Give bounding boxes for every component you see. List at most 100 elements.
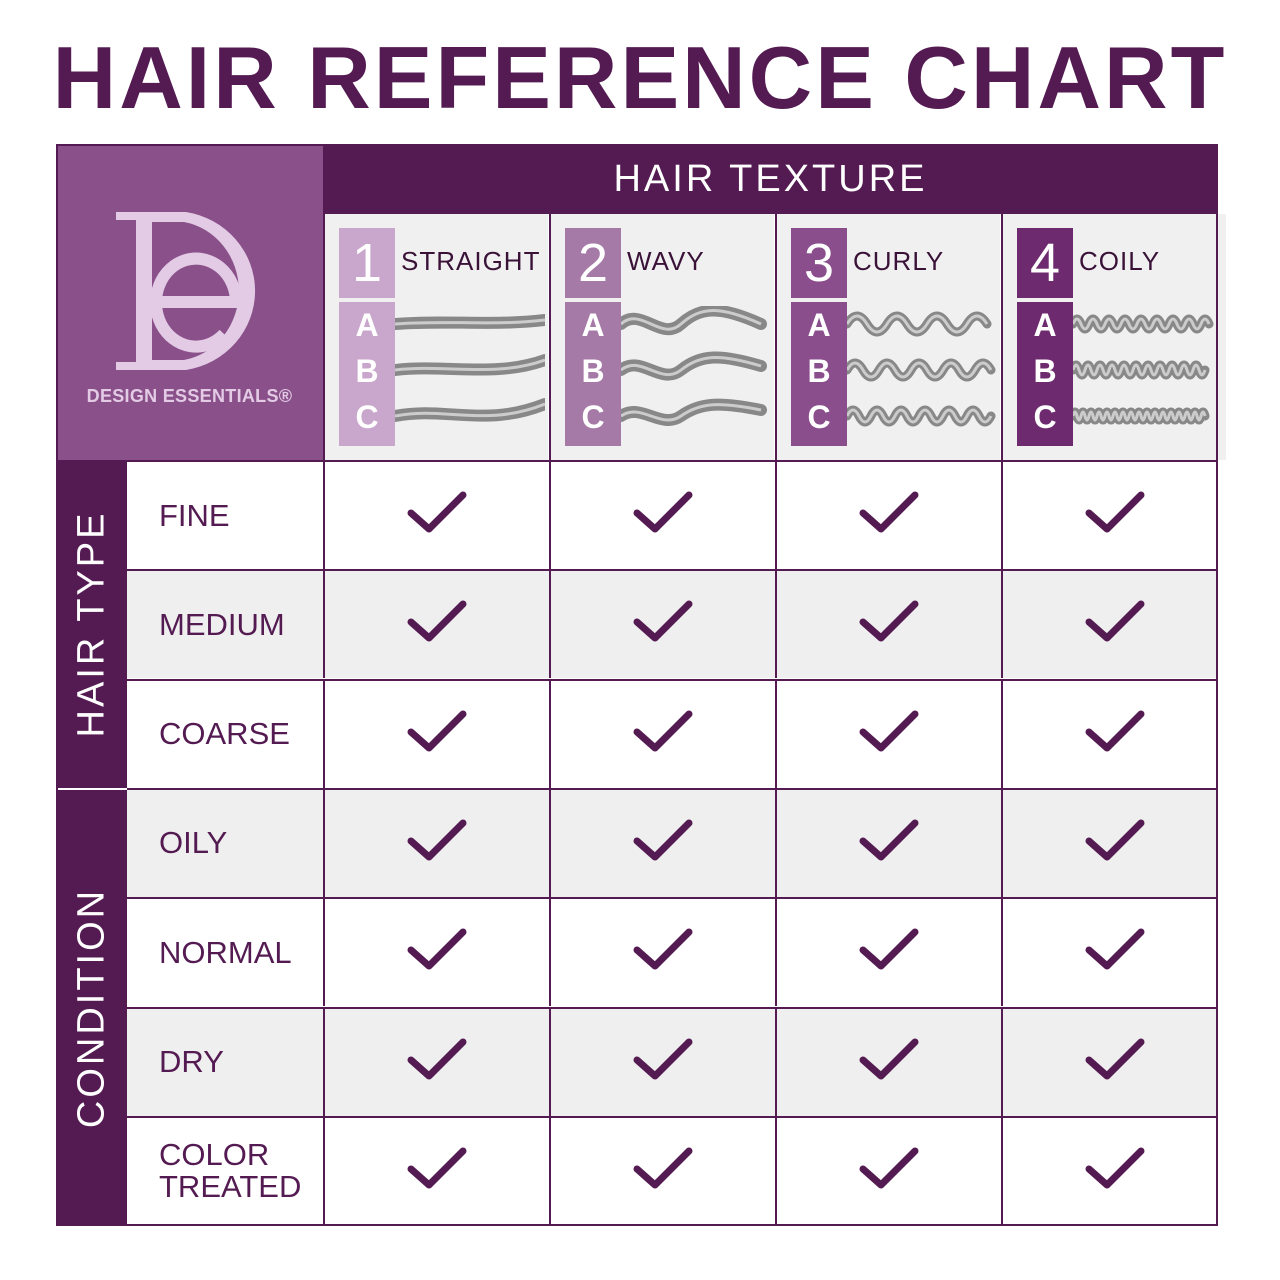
hair-strand-a xyxy=(1073,314,1214,334)
hair-texture-header: HAIR TEXTURE xyxy=(323,144,1218,214)
checkmark-icon xyxy=(859,1147,919,1196)
table-row-medium: MEDIUM xyxy=(127,569,1218,679)
hair-strand-a xyxy=(847,311,992,337)
table-cell xyxy=(1001,1008,1227,1116)
row-label: NORMAL xyxy=(159,934,292,970)
hair-strand-a xyxy=(621,306,767,336)
table-cell xyxy=(775,899,1001,1007)
table-cell xyxy=(775,680,1001,788)
texture-name: WAVY xyxy=(627,246,705,276)
subtype-label: C xyxy=(355,399,379,435)
table-cell xyxy=(549,680,775,788)
subtype-label: B xyxy=(355,353,379,389)
table-cell xyxy=(323,1008,549,1116)
checkmark-icon xyxy=(633,928,693,977)
table-cell xyxy=(775,789,1001,897)
table-cell xyxy=(549,571,775,679)
subtype-label: A xyxy=(807,307,831,343)
table-cell xyxy=(323,680,549,788)
row-label: OILY xyxy=(159,825,228,861)
table-cell xyxy=(775,571,1001,679)
texture-number: 4 xyxy=(1017,228,1073,298)
subtype-label: B xyxy=(1033,353,1057,389)
checkmark-icon xyxy=(407,1038,467,1087)
checkmark-icon xyxy=(1085,710,1145,759)
subtype-label: A xyxy=(581,307,605,343)
checkmark-icon xyxy=(633,1147,693,1196)
texture-number: 2 xyxy=(565,228,621,298)
checkmark-icon xyxy=(859,710,919,759)
checkmark-icon xyxy=(1085,1038,1145,1087)
checkmark-icon xyxy=(633,600,693,649)
checkmark-icon xyxy=(633,819,693,868)
checkmark-icon xyxy=(407,600,467,649)
table-cell xyxy=(1001,571,1227,679)
brand-name: DESIGN ESSENTIALS® xyxy=(86,386,293,406)
checkmark-icon xyxy=(407,710,467,759)
hair-strand-c xyxy=(847,405,996,427)
table-cell xyxy=(323,462,549,569)
table-cell xyxy=(549,462,775,569)
checkmark-icon xyxy=(1085,600,1145,649)
table-cell xyxy=(549,1117,775,1225)
design-essentials-logo: DESIGN ESSENTIALS® xyxy=(56,144,323,460)
texture-name: STRAIGHT xyxy=(401,246,541,276)
checkmark-icon xyxy=(1085,491,1145,540)
table-row-fine: FINE xyxy=(127,460,1218,569)
hair-strand-a xyxy=(395,314,545,330)
checkmark-icon xyxy=(859,928,919,977)
table-cell xyxy=(323,1117,549,1225)
table-row-color-treated: COLOR TREATED xyxy=(127,1115,1218,1225)
row-label: COARSE xyxy=(159,716,290,752)
subtype-label: B xyxy=(581,353,605,389)
checkmark-icon xyxy=(407,1147,467,1196)
row-label: FINE xyxy=(159,497,230,533)
de-monogram-icon xyxy=(116,212,256,370)
row-label: COLOR TREATED xyxy=(159,1137,302,1205)
checkmark-icon xyxy=(1085,819,1145,868)
chart-title: HAIR REFERENCE CHART xyxy=(52,28,1228,127)
checkmark-icon xyxy=(859,491,919,540)
table-cell xyxy=(775,462,1001,569)
subtype-label: B xyxy=(807,353,831,389)
hair-strands-illustration xyxy=(1073,314,1214,425)
table-cell xyxy=(1001,789,1227,897)
hair-strands-illustration xyxy=(847,311,996,427)
checkmark-icon xyxy=(407,491,467,540)
table-cell xyxy=(1001,680,1227,788)
table-cell xyxy=(323,899,549,1007)
hair-strand-c xyxy=(1073,407,1210,425)
hair-strand-c xyxy=(621,398,767,427)
texture-name: COILY xyxy=(1079,246,1161,276)
hair-strand-b xyxy=(395,354,545,376)
checkmark-icon xyxy=(1085,1147,1145,1196)
subtype-label: C xyxy=(807,399,831,435)
subtype-label: C xyxy=(581,399,605,435)
checkmark-icon xyxy=(859,819,919,868)
hair-strands-illustration xyxy=(621,306,767,427)
checkmark-icon xyxy=(407,928,467,977)
hair-strand-b xyxy=(847,358,996,382)
table-row-coarse: COARSE xyxy=(127,678,1218,788)
checkmark-icon xyxy=(407,819,467,868)
table-row-dry: DRY xyxy=(127,1006,1218,1116)
row-label: MEDIUM xyxy=(159,606,285,642)
group-label-condition: CONDITION xyxy=(56,790,127,1226)
hair-strand-b xyxy=(621,351,767,381)
table-row-oily: OILY xyxy=(127,787,1218,897)
subtype-label: A xyxy=(355,307,379,343)
table-cell xyxy=(775,1117,1001,1225)
subtype-label: A xyxy=(1033,307,1057,343)
texture-number: 1 xyxy=(339,228,395,298)
table-cell xyxy=(1001,1117,1227,1225)
texture-number: 3 xyxy=(791,228,847,298)
table-cell xyxy=(549,1008,775,1116)
